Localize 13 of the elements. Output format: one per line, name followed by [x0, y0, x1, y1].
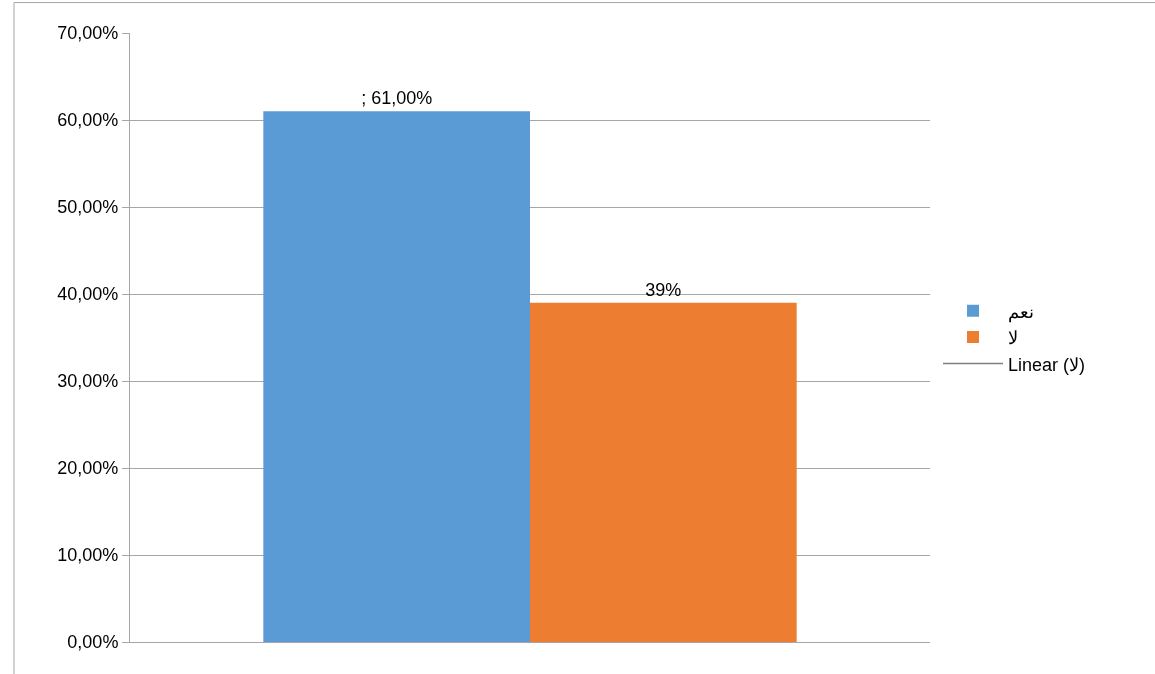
y-tick-label: 10,00% [57, 545, 119, 566]
data-label: ; 61,00% [361, 88, 433, 109]
y-tick-label: 0,00% [67, 632, 119, 653]
y-tick-label: 50,00% [57, 197, 119, 218]
legend-label: Linear (لا) [1008, 354, 1086, 375]
y-tick-label: 40,00% [57, 284, 119, 305]
y-tick-label: 60,00% [57, 110, 119, 131]
y-tick-label: 20,00% [57, 458, 119, 479]
data-label: 39% [645, 279, 682, 300]
y-tick-label: 70,00% [57, 23, 119, 44]
legend-label: نعم [1008, 301, 1034, 323]
legend-label: لا [1008, 328, 1018, 349]
y-tick-label: 30,00% [57, 371, 119, 392]
